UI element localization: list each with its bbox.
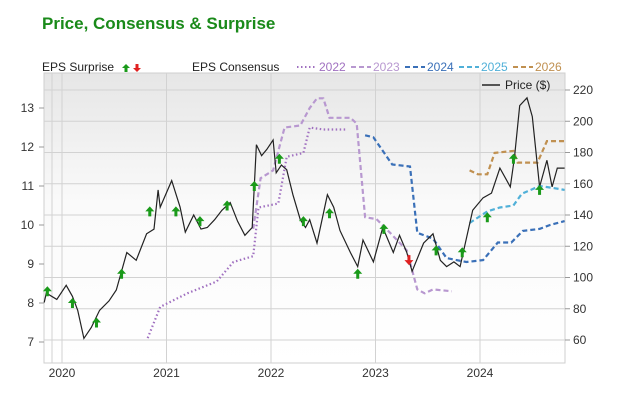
legend-label-2025: 2025: [481, 60, 508, 74]
legend-label-2026: 2026: [535, 60, 562, 74]
left-tick-label: 10: [21, 218, 35, 232]
surprise-up-arrow: [535, 184, 545, 195]
surprise-up-arrow: [379, 223, 389, 234]
surprise-up-arrow: [457, 247, 467, 258]
consensus-line-2023: [252, 97, 452, 295]
surprise-up-arrow: [222, 200, 232, 211]
surprise-up-arrow: [482, 212, 492, 223]
x-tick-label: 2021: [153, 366, 180, 380]
right-tick-label: 180: [573, 146, 593, 160]
right-tick-label: 120: [573, 239, 593, 253]
legend-price-label: Price ($): [505, 78, 550, 92]
price-line: [43, 96, 565, 340]
surprise-up-arrow: [274, 153, 284, 164]
surprise-up-arrow: [353, 268, 363, 279]
legend-label-2024: 2024: [427, 60, 454, 74]
legend-consensus-label: EPS Consensus: [192, 60, 279, 74]
surprise-up-arrow: [249, 181, 259, 191]
left-tick-label: 11: [22, 179, 35, 193]
left-tick-label: 8: [27, 296, 34, 310]
x-tick-label: 2024: [467, 366, 494, 380]
surprise-up-arrow: [431, 245, 441, 256]
legend-down-arrow-icon: [133, 64, 141, 72]
surprise-up-arrow: [195, 216, 205, 227]
surprise-up-arrow: [42, 286, 52, 297]
x-tick-label: 2020: [49, 366, 76, 380]
right-tick-label: 160: [573, 177, 593, 191]
surprise-up-arrow: [298, 216, 308, 227]
left-tick-label: 7: [27, 335, 34, 349]
x-tick-label: 2023: [362, 366, 389, 380]
surprise-up-arrow: [171, 206, 181, 217]
legend-label-2022: 2022: [319, 60, 346, 74]
left-tick-label: 9: [27, 257, 34, 271]
surprise-up-arrow: [67, 298, 77, 308]
consensus-line-2024: [364, 134, 565, 264]
legend-surprise-label: EPS Surprise: [42, 60, 114, 74]
right-tick-label: 140: [573, 208, 593, 222]
surprise-up-arrow: [91, 317, 101, 328]
left-tick-label: 12: [21, 140, 35, 154]
surprise-up-arrow: [117, 268, 127, 279]
right-tick-label: 80: [573, 302, 587, 316]
legend-label-2023: 2023: [373, 60, 400, 74]
surprise-up-arrow: [508, 153, 518, 164]
right-tick-label: 200: [573, 114, 593, 128]
right-tick-label: 100: [573, 271, 593, 285]
consensus-line-2022: [146, 126, 348, 339]
right-tick-label: 220: [573, 83, 593, 97]
consensus-line-2026: [469, 140, 565, 176]
chart-title: Price, Consensus & Surprise: [42, 14, 276, 33]
right-tick-label: 60: [573, 333, 587, 347]
legend-up-arrow-icon: [122, 64, 130, 72]
surprise-down-arrow: [404, 255, 414, 266]
left-tick-label: 13: [21, 101, 35, 115]
surprise-up-arrow: [325, 208, 335, 219]
surprise-up-arrow: [145, 206, 155, 217]
x-tick-label: 2022: [258, 366, 285, 380]
